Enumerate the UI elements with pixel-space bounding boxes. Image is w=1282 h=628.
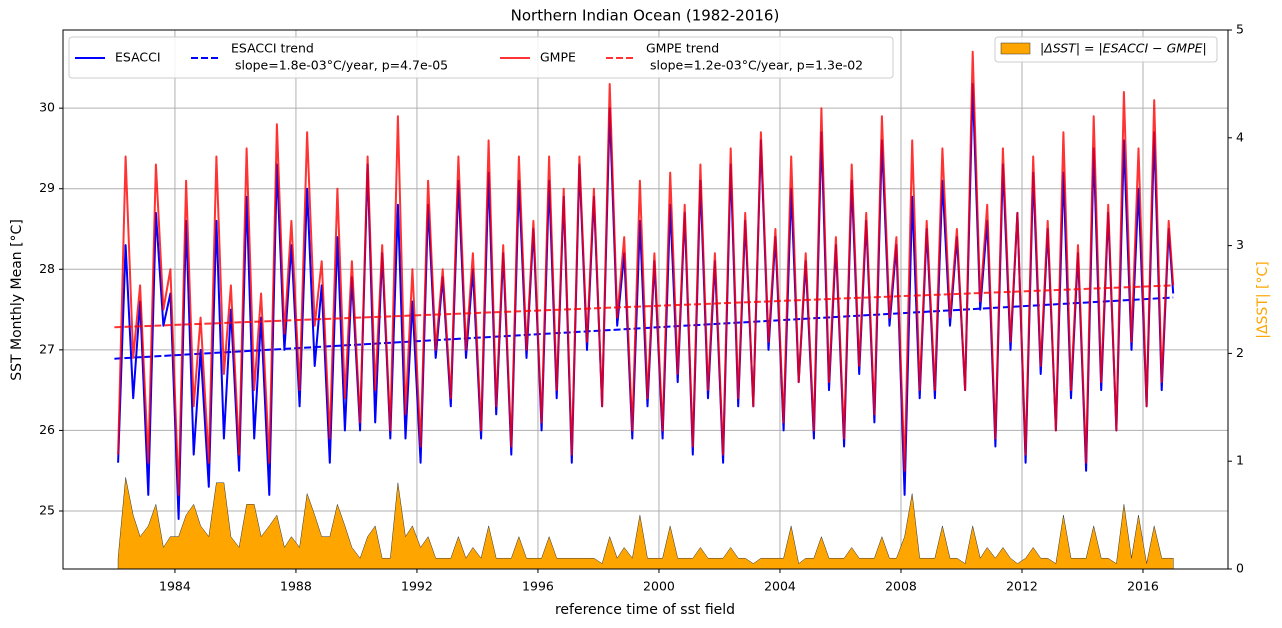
- y-tick-label: 25: [39, 502, 55, 517]
- y2-tick-label: 0: [1236, 561, 1244, 576]
- legend-label: GMPE trend: [646, 41, 719, 56]
- x-tick-label: 2008: [885, 579, 917, 594]
- y2-tick-label: 1: [1236, 453, 1244, 468]
- x-axis-label: reference time of sst field: [555, 602, 735, 618]
- x-tick-label: 1984: [159, 579, 191, 594]
- legend-label: GMPE: [540, 50, 576, 65]
- x-tick-label: 2000: [643, 579, 675, 594]
- trend-line: [114, 284, 1174, 329]
- axes-frame: [62, 29, 1229, 570]
- legend-label: |ΔSST| = |ESACCI − GMPE|: [1040, 41, 1207, 56]
- y2-axis-label: |ΔSST| [°C]: [1255, 261, 1271, 339]
- y-tick-label: 30: [39, 100, 55, 115]
- x-tick-label: 2004: [764, 579, 796, 594]
- plot-area: [63, 30, 1228, 570]
- y2-tick-label: 5: [1236, 22, 1244, 37]
- legend-label: ESACCI trend: [231, 41, 314, 56]
- legend-box: [68, 36, 894, 79]
- trend-line: [114, 296, 1174, 360]
- y2-tick-label: 3: [1236, 237, 1244, 252]
- legend-swatch: [1000, 42, 1031, 55]
- legend-annotation: slope=1.8e-03°C/year, p=4.7e-05: [231, 58, 448, 73]
- x-tick-label: 1988: [280, 579, 312, 594]
- y-tick-label: 28: [39, 261, 55, 276]
- y-tick-label: 29: [39, 180, 55, 195]
- x-tick-label: 1992: [401, 579, 433, 594]
- area: [117, 477, 1174, 570]
- x-tick-label: 1996: [522, 579, 554, 594]
- legend: ESACCI ESACCI trend slope=1.8e-03°C/year,…: [68, 36, 1218, 79]
- legend-annotation: slope=1.2e-03°C/year, p=1.3e-02: [646, 58, 863, 73]
- y-tick-label: 27: [39, 341, 55, 356]
- legend-label: ESACCI: [115, 50, 161, 65]
- x-tick-label: 2012: [1006, 579, 1038, 594]
- y-tick-label: 26: [39, 422, 55, 437]
- y2-tick-label: 2: [1236, 345, 1244, 360]
- line: [117, 50, 1175, 496]
- legend-box: [994, 36, 1218, 63]
- x-tick-label: 2016: [1127, 579, 1159, 594]
- chart-title: Northern Indian Ocean (1982-2016): [511, 7, 780, 25]
- y-axis-label: SST Monthly Mean [°C]: [9, 219, 25, 381]
- y2-tick-label: 4: [1236, 129, 1244, 144]
